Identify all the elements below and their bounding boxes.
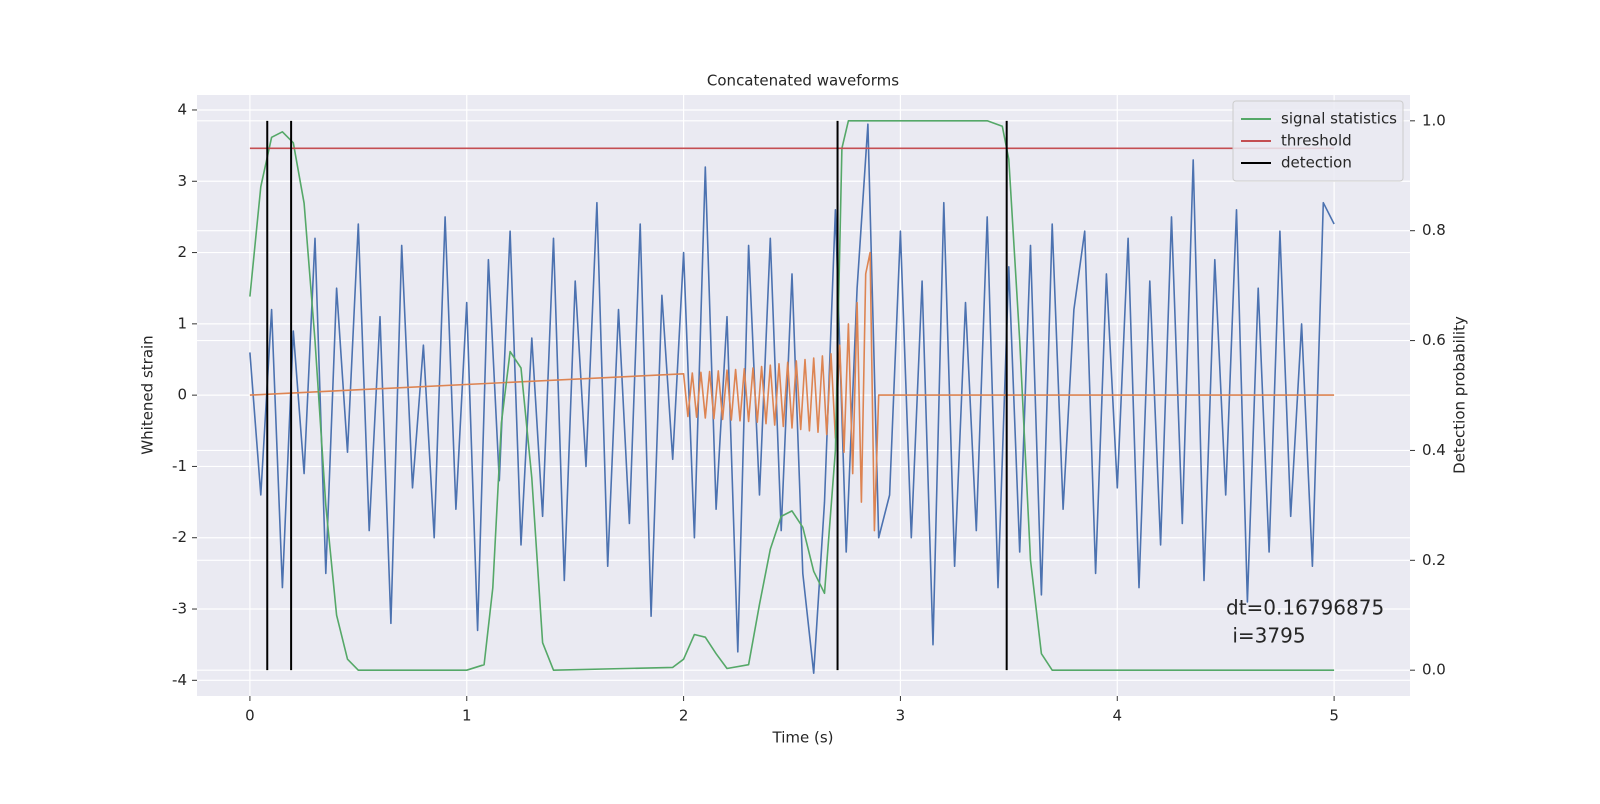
y-tick-label: 4: [177, 100, 187, 118]
y2-axis-label: Detection probability: [1451, 316, 1469, 474]
y-tick-label: -2: [172, 528, 187, 546]
y2-tick-label: 1.0: [1422, 111, 1446, 129]
y-tick-label: 2: [177, 243, 187, 261]
y-tick-label: -4: [172, 671, 187, 689]
y-tick-label: 0: [177, 386, 187, 404]
series-line: [249, 123, 1335, 674]
y2-tick-label: 0.2: [1422, 551, 1446, 569]
y-axis-label: Whitened strain: [139, 335, 157, 454]
legend-box: [1232, 100, 1404, 182]
x-axis-label: Time (s): [772, 729, 834, 747]
annotation: dt=0.16796875: [1226, 596, 1384, 620]
chart-title: Concatenated waveforms: [707, 72, 899, 90]
y2-tick-label: 0.4: [1422, 441, 1446, 459]
series-line: [249, 120, 1335, 671]
legend-label: signal statistics: [1281, 110, 1397, 128]
x-tick-label: 5: [1329, 707, 1339, 725]
x-tick-label: 0: [245, 707, 255, 725]
x-tick-label: 2: [679, 707, 689, 725]
y-tick-label: -1: [172, 457, 187, 475]
y2-tick-label: 0.6: [1422, 331, 1446, 349]
y-tick-label: 3: [177, 172, 187, 190]
legend-label: threshold: [1281, 132, 1352, 150]
series-line: [249, 251, 1335, 532]
annotation: i=3795: [1226, 624, 1306, 648]
legend-label: detection: [1281, 154, 1352, 172]
y2-tick-label: 0.0: [1422, 661, 1446, 679]
y2-tick-label: 0.8: [1422, 221, 1446, 239]
x-tick-label: 1: [462, 707, 472, 725]
x-tick-label: 4: [1112, 707, 1122, 725]
x-tick-label: 3: [896, 707, 906, 725]
y-tick-label: 1: [177, 314, 187, 332]
y-tick-label: -3: [172, 600, 187, 618]
